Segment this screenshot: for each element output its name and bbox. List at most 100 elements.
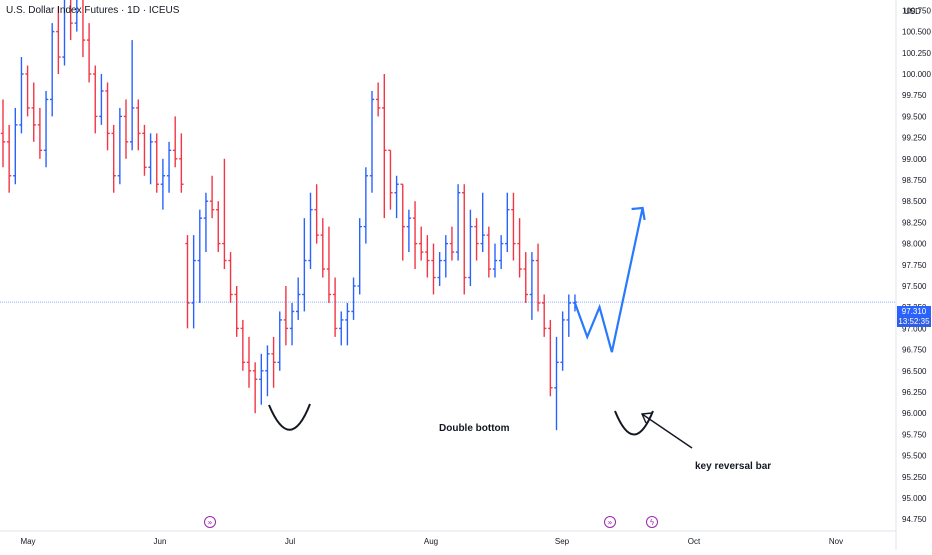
- ohlc-bar: [19, 57, 24, 134]
- ohlc-bar: [111, 124, 116, 193]
- y-tick-label: 99.250: [902, 134, 927, 143]
- ohlc-bar: [437, 252, 442, 286]
- event-marker: »: [604, 516, 616, 528]
- ohlc-bar: [345, 302, 350, 346]
- ohlc-bar: [173, 116, 178, 168]
- ohlc-bar: [375, 82, 381, 117]
- ohlc-bar: [529, 252, 535, 320]
- ohlc-bar: [142, 124, 147, 176]
- ohlc-bar: [99, 74, 104, 125]
- ohlc-bar: [388, 149, 393, 210]
- ohlc-bar: [82, 0, 86, 58]
- y-tick-label: 98.250: [902, 218, 927, 227]
- ohlc-bar: [93, 65, 98, 134]
- ohlc-bar: [326, 226, 332, 303]
- ohlc-bar: [62, 0, 66, 66]
- ohlc-bar: [548, 319, 553, 397]
- y-tick-label: 95.250: [902, 473, 927, 482]
- y-tick-label: 95.000: [902, 494, 927, 503]
- ohlc-bar: [6, 124, 12, 193]
- ohlc-bar: [332, 277, 338, 337]
- double-bottom-label: Double bottom: [439, 423, 510, 434]
- x-tick-label: Nov: [829, 537, 843, 546]
- y-tick-label: 100.000: [902, 70, 931, 79]
- x-tick-label: Sep: [555, 537, 570, 546]
- ohlc-bar: [148, 133, 153, 185]
- ohlc-bar: [431, 243, 436, 295]
- y-tick-label: 95.500: [902, 452, 927, 461]
- ohlc-bar: [105, 82, 110, 151]
- ohlc-bar: [363, 167, 369, 244]
- y-tick-label: 98.000: [902, 240, 927, 249]
- ohlc-bar: [314, 184, 319, 244]
- ohlc-bar: [265, 345, 270, 397]
- ohlc-bar: [50, 23, 55, 117]
- ohlc-bar: [523, 252, 528, 303]
- ohlc-bar: [203, 192, 209, 253]
- ohlc-bar: [25, 65, 30, 117]
- ohlc-bar: [480, 192, 485, 253]
- ohlc-bar: [357, 218, 362, 295]
- ohlc-bar: [382, 74, 387, 219]
- ohlc-bar: [492, 243, 498, 278]
- ohlc-bar: [412, 201, 418, 270]
- last-price-label: 97.310: [897, 306, 931, 317]
- ohlc-bar: [277, 311, 282, 371]
- ohlc-bar: [56, 6, 61, 74]
- ohlc-bar: [129, 40, 135, 151]
- key-reversal-label: key reversal bar: [695, 461, 771, 472]
- ohlc-bar: [13, 107, 18, 185]
- ohlc-bar: [185, 235, 190, 329]
- ohlc-bar: [123, 99, 129, 159]
- bottom-arc-1: [268, 403, 311, 431]
- y-tick-label: 98.500: [902, 197, 927, 206]
- y-tick-label: 97.500: [902, 282, 927, 291]
- ohlc-bar: [246, 336, 252, 388]
- x-tick-label: May: [20, 537, 35, 546]
- ohlc-bar: [468, 209, 473, 286]
- ohlc-bar: [419, 226, 424, 261]
- ohlc-bar: [228, 252, 233, 303]
- ohlc-bar: [222, 158, 227, 270]
- event-marker-icon: »: [608, 518, 613, 527]
- countdown-label: 13:52:35: [897, 317, 931, 327]
- ohlc-bar: [339, 311, 344, 346]
- event-marker-icon: »: [208, 518, 213, 527]
- ohlc-bar: [296, 277, 301, 320]
- ohlc-bar: [474, 218, 479, 261]
- ohlc-bar: [351, 277, 356, 320]
- ohlc-bar: [400, 183, 405, 261]
- y-tick-label: 96.750: [902, 346, 927, 355]
- ohlc-bar: [74, 0, 78, 32]
- ohlc-bar: [86, 23, 92, 83]
- y-tick-label: 99.750: [902, 91, 927, 100]
- x-tick-label: Aug: [424, 537, 438, 546]
- event-marker-icon: ϟ: [649, 518, 654, 527]
- ohlc-bar: [197, 209, 202, 303]
- symbol-title: U.S. Dollar Index Futures · 1D · ICEUS: [6, 5, 180, 16]
- y-tick-label: 99.000: [902, 155, 927, 164]
- ohlc-bar: [289, 302, 295, 346]
- event-marker-circle: [646, 516, 658, 528]
- ohlc-bar: [37, 107, 43, 159]
- ohlc-bar: [209, 175, 215, 219]
- ohlc-bar: [449, 226, 455, 261]
- ohlc-bar: [462, 184, 467, 295]
- ohlc-bar: [443, 235, 448, 278]
- y-tick-label: 96.000: [902, 409, 927, 418]
- ohlc-bar: [179, 133, 184, 193]
- ohlc-bar: [43, 90, 49, 168]
- event-marker-circle: [204, 516, 216, 528]
- y-tick-label: 100.250: [902, 49, 931, 58]
- ohlc-bar: [0, 99, 6, 168]
- ohlc-bar: [166, 141, 172, 193]
- reversal-arrowhead: [640, 412, 653, 424]
- y-tick-label: 94.750: [902, 515, 927, 524]
- event-marker: ϟ: [646, 516, 658, 528]
- event-marker-circle: [604, 516, 616, 528]
- ohlc-bar: [542, 294, 547, 337]
- ohlc-bar: [425, 235, 430, 278]
- y-tick-label: 96.250: [902, 388, 927, 397]
